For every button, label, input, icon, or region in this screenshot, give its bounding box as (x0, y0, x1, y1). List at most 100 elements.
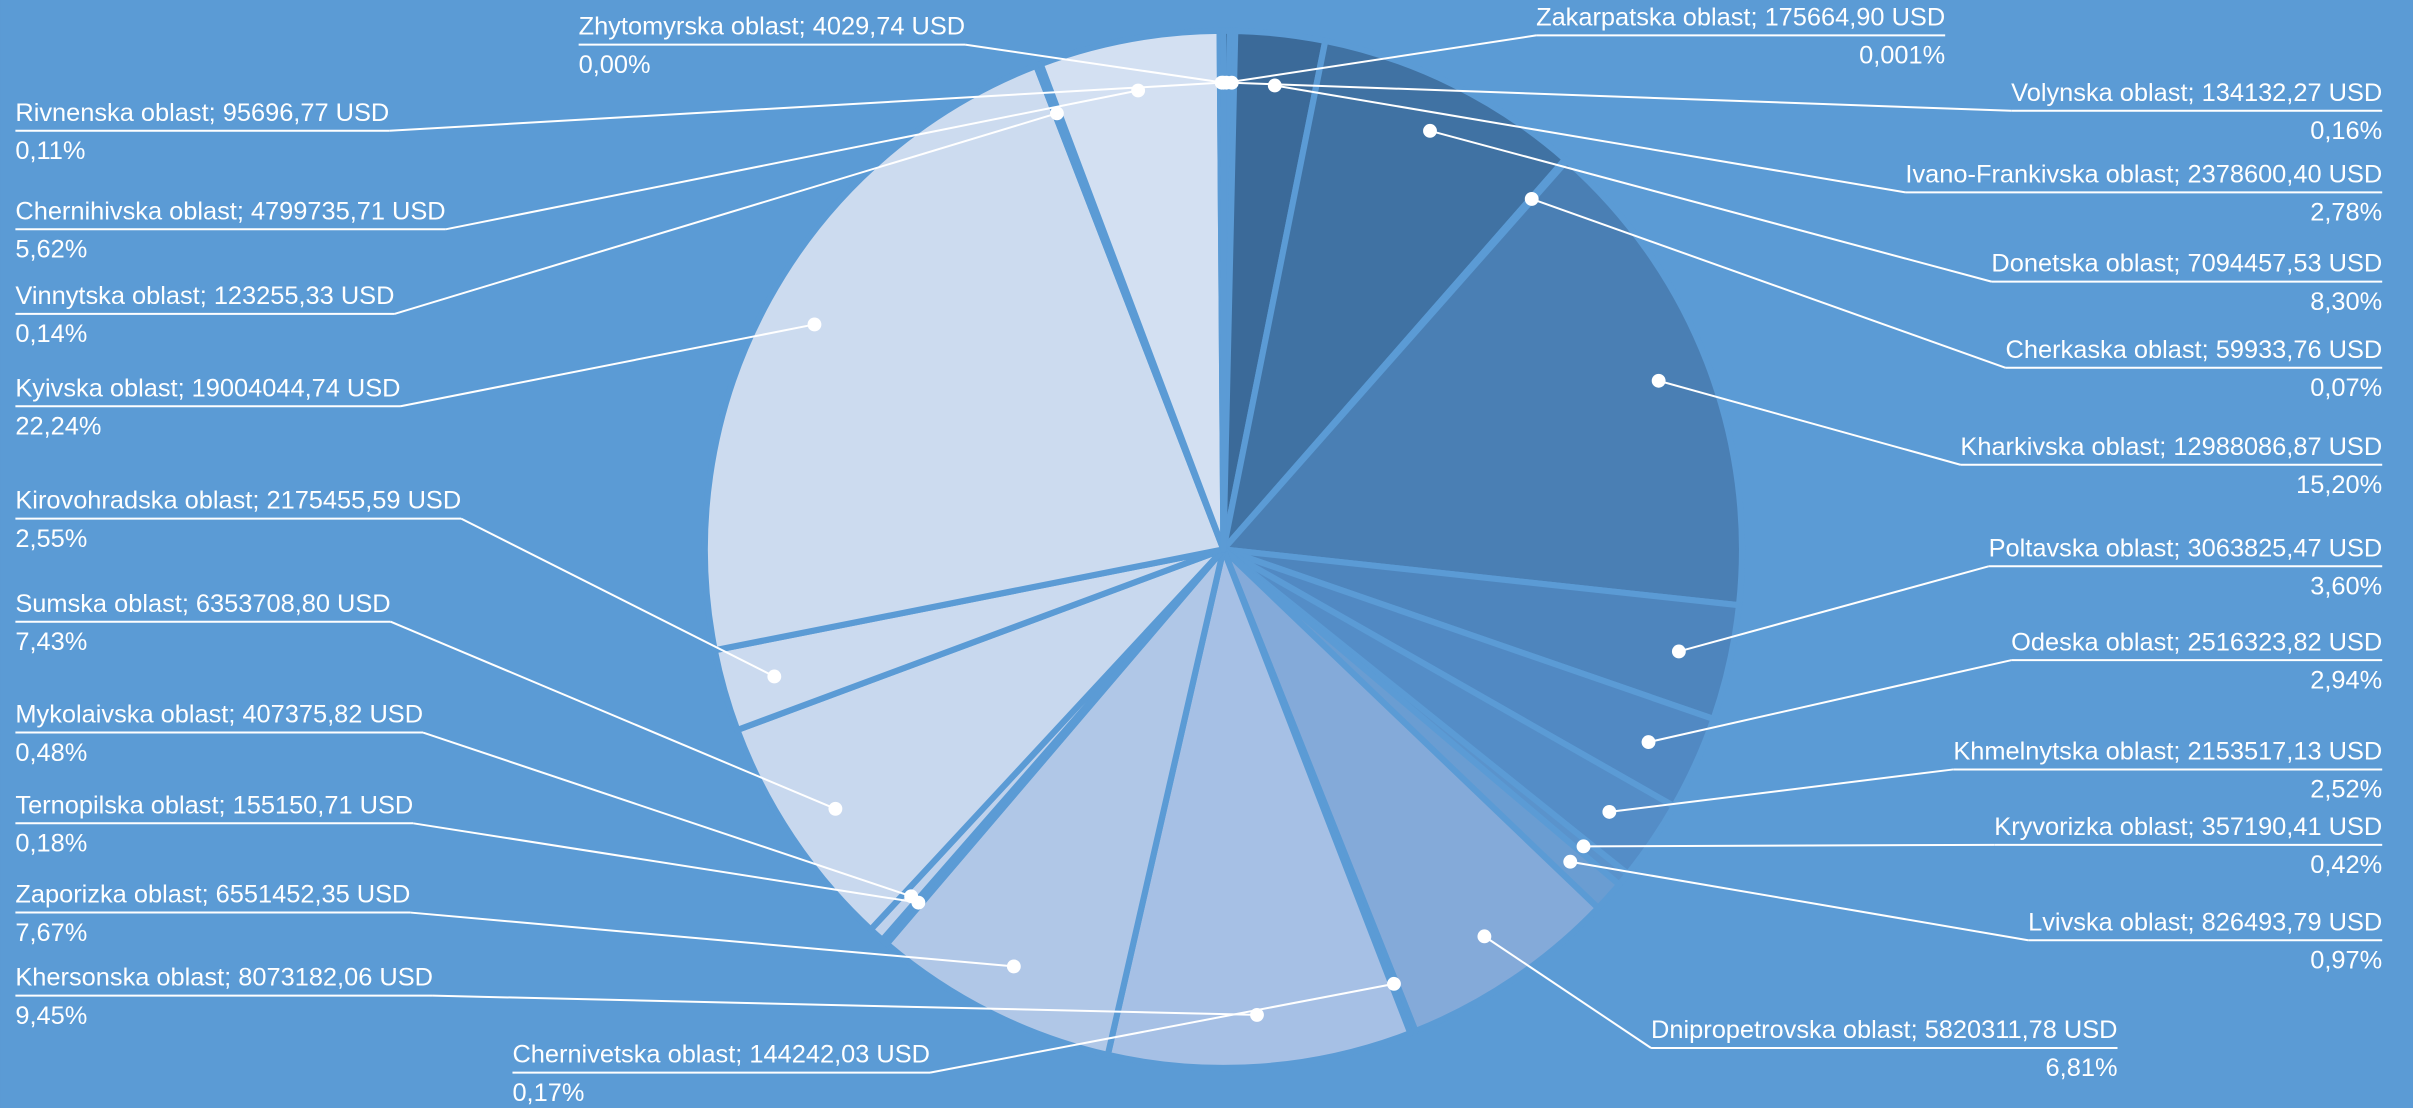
data-label: Kirovohradska oblast; 2175455,59 USD (15, 486, 461, 514)
category-name: Lvivska oblast (2028, 908, 2187, 936)
category-name: Volynska oblast (2011, 79, 2187, 107)
category-name: Khmelnytska oblast (1953, 737, 2173, 765)
category-name: Rivnenska oblast (15, 99, 208, 127)
pie-slice (1220, 546, 1602, 1035)
leader-dot (767, 669, 782, 684)
label-separator: ; (2173, 628, 2187, 656)
category-name: Khersonska oblast (15, 963, 224, 991)
leader-dot (1216, 75, 1231, 90)
label-separator: ; (2173, 737, 2187, 765)
leader-dot (1131, 83, 1146, 98)
leader-dot (1563, 854, 1578, 869)
leader-dot (904, 889, 919, 904)
leader-line (445, 89, 1139, 231)
leader-line (389, 81, 1222, 132)
slices (701, 27, 1746, 1072)
value-label: 2516323,82 USD (2188, 628, 2383, 656)
value-label: 2378600,40 USD (2188, 160, 2383, 188)
category-name: Ternopilska oblast (15, 791, 218, 819)
data-label: Donetska oblast; 7094457,53 USD (1991, 249, 2382, 277)
percentage-label: 9,45% (15, 1002, 87, 1030)
leader-dot (1250, 1007, 1264, 1022)
percentage-label: 2,55% (15, 525, 87, 553)
label-separator: ; (2173, 160, 2187, 188)
label-separator: ; (252, 486, 266, 514)
data-label: Vinnytska oblast; 123255,33 USD (15, 282, 394, 310)
data-label: Ivano-Frankivska oblast; 2378600,40 USD (1905, 160, 2382, 188)
category-name: Zhytomyrska oblast (579, 12, 799, 40)
value-label: 826493,79 USD (2202, 908, 2383, 936)
leader-line (1678, 565, 1989, 653)
label-separator: ; (799, 12, 813, 40)
label-separator: ; (178, 374, 192, 402)
leader-line (422, 731, 912, 898)
label-separator: ; (200, 282, 214, 310)
percentage-label: 0,17% (512, 1079, 584, 1107)
value-label: 123255,33 USD (214, 282, 395, 310)
value-label: 2175455,59 USD (266, 486, 461, 514)
label-separator: ; (2188, 908, 2202, 936)
leader-dot (1576, 839, 1591, 854)
label-separator: ; (2202, 336, 2216, 364)
percentage-label: 0,97% (2310, 947, 2382, 975)
data-label: Lvivska oblast; 826493,79 USD (2028, 908, 2382, 936)
leader-dot (1050, 106, 1064, 121)
data-label: Ternopilska oblast; 155150,71 USD (15, 791, 413, 819)
percentage-label: 7,43% (15, 628, 87, 656)
pie-slice (1220, 37, 1569, 553)
percentage-label: 0,11% (15, 137, 85, 165)
category-name: Kyivska oblast (15, 374, 177, 402)
category-name: Odeska oblast (2011, 628, 2173, 656)
data-label: Cherkaska oblast; 59933,76 USD (2006, 336, 2383, 364)
percentage-label: 0,14% (15, 320, 87, 348)
value-label: 407375,82 USD (242, 700, 423, 728)
category-name: Kharkivska oblast (1960, 433, 2159, 461)
data-label: Volynska oblast; 134132,27 USD (2011, 79, 2382, 107)
leader-line (1583, 843, 1995, 848)
value-label: 19004044,74 USD (192, 374, 401, 402)
data-label: Zakarpatska oblast; 175664,90 USD (1536, 3, 1945, 31)
label-separator: ; (2159, 433, 2173, 461)
value-label: 155150,71 USD (233, 791, 414, 819)
leader-dot (1602, 804, 1617, 819)
leader-dot (1267, 78, 1282, 93)
data-label: Zaporizka oblast; 6551452,35 USD (15, 880, 410, 908)
data-label: Chernihivska oblast; 4799735,71 USD (15, 197, 445, 225)
data-label: Khmelnytska oblast; 2153517,13 USD (1953, 737, 2382, 765)
data-label: Poltavska oblast; 3063825,47 USD (1989, 534, 2383, 562)
leader-dot (1651, 373, 1666, 388)
leader-line (410, 911, 1014, 968)
category-name: Chernivetska oblast (512, 1040, 735, 1068)
data-label: Rivnenska oblast; 95696,77 USD (15, 99, 389, 127)
data-label: Odeska oblast; 2516323,82 USD (2011, 628, 2382, 656)
leader-line (1483, 935, 1652, 1049)
label-separator: ; (228, 700, 242, 728)
leader-line (1570, 860, 2029, 942)
data-label: Kyivska oblast; 19004044,74 USD (15, 374, 400, 402)
percentage-label: 0,07% (2310, 374, 2382, 402)
percentage-label: 6,81% (2046, 1054, 2118, 1082)
label-separator: ; (2188, 813, 2202, 841)
percentage-label: 2,78% (2310, 199, 2382, 227)
leader-line (413, 822, 919, 904)
percentage-label: 0,18% (15, 830, 87, 858)
category-name: Poltavska oblast (1989, 534, 2174, 562)
leader-line (1609, 768, 1954, 813)
data-label: Zhytomyrska oblast; 4029,74 USD (579, 12, 965, 40)
label-separator: ; (735, 1040, 749, 1068)
leader-line (1658, 379, 1961, 466)
label-separator: ; (202, 880, 216, 908)
value-label: 4799735,71 USD (251, 197, 446, 225)
leader-line (1531, 197, 2006, 369)
percentage-label: 0,00% (579, 51, 651, 79)
leader-line (390, 620, 836, 810)
data-label: Kryvorizka oblast; 357190,41 USD (1994, 813, 2382, 841)
percentage-label: 7,67% (15, 919, 87, 947)
percentage-label: 0,16% (2310, 117, 2382, 145)
label-separator: ; (209, 99, 223, 127)
label-separator: ; (2173, 249, 2187, 277)
value-label: 3063825,47 USD (2188, 534, 2383, 562)
value-label: 6353708,80 USD (196, 589, 391, 617)
data-label: Kharkivska oblast; 12988086,87 USD (1960, 433, 2382, 461)
leader-dot (1641, 735, 1656, 750)
